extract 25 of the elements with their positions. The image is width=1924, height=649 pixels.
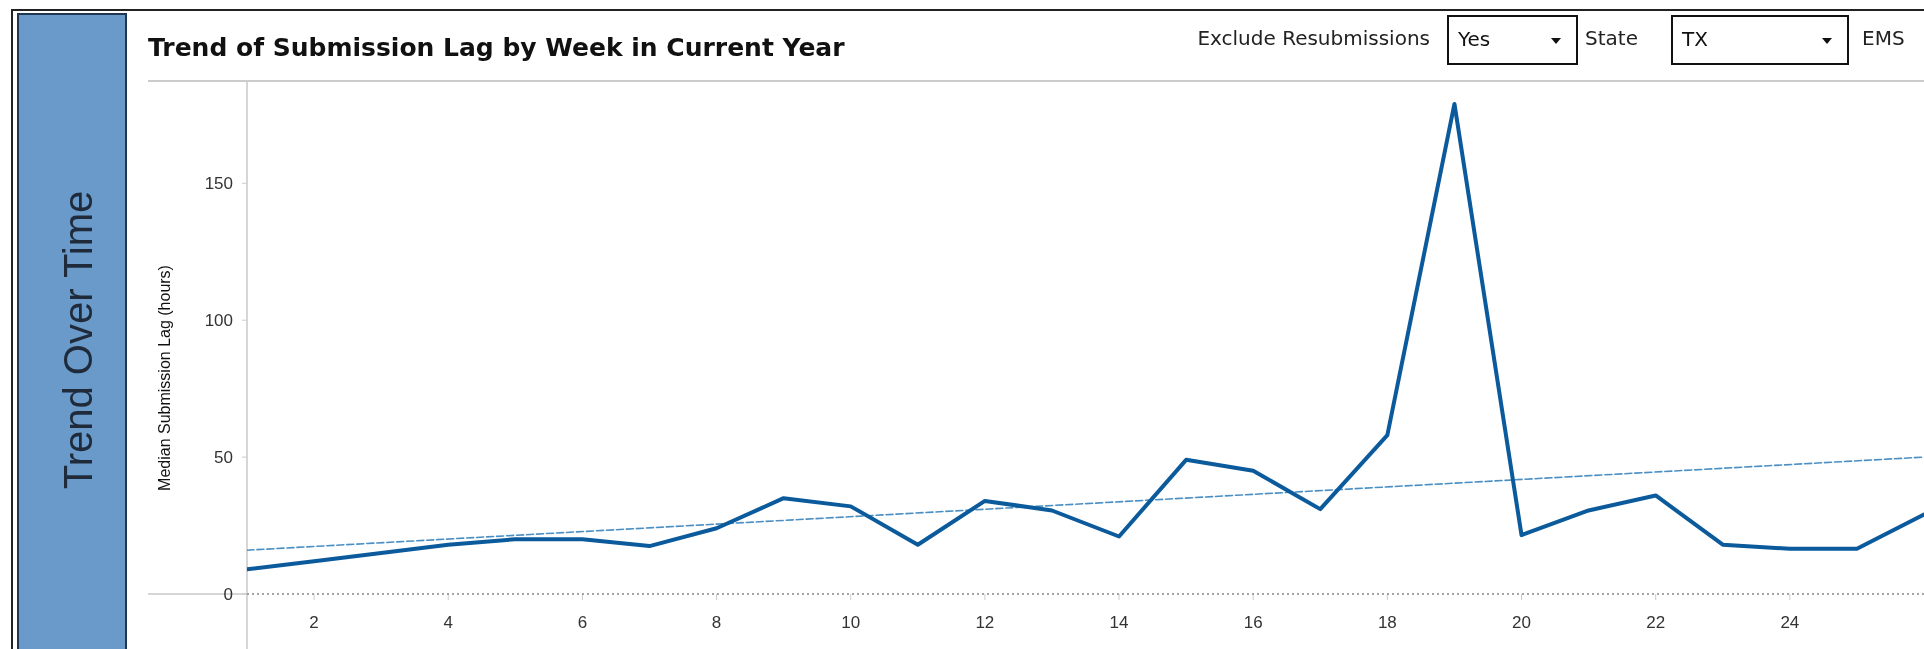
line-series: [247, 101, 1924, 572]
x-tick-label: 24: [1780, 613, 1800, 632]
x-tick-label: 12: [975, 613, 995, 632]
y-tick-label: 50: [214, 448, 233, 468]
x-tick-label: 18: [1377, 613, 1397, 632]
x-tick-label: 6: [577, 613, 588, 632]
x-tick-label: 20: [1512, 613, 1531, 632]
x-tick-label: 22: [1646, 613, 1666, 632]
y-axis-title: Median Submission Lag (hours): [156, 265, 173, 491]
dropdown: TX: [1671, 15, 1849, 65]
text: EMS: [1862, 26, 1905, 50]
y-tick-label: 150: [204, 174, 233, 194]
x-tick-label: 2: [309, 613, 319, 632]
x-tick-label: 16: [1243, 613, 1263, 632]
dropdown: Yes: [1447, 15, 1578, 65]
x-tick-label: 8: [711, 613, 722, 632]
y-tick-label: 0: [223, 584, 233, 604]
x-tick-label: 14: [1109, 613, 1129, 632]
x-tick-label: 4: [443, 613, 453, 632]
y-tick-label: 100: [204, 311, 233, 331]
text: State: [1585, 26, 1638, 50]
text: Trend Over Time: [56, 190, 100, 490]
chart-title: Trend of Submission Lag by Week in Current Year: [148, 33, 846, 62]
x-tick-label: 10: [841, 613, 861, 632]
text: Exclude Resubmissions: [1197, 26, 1430, 50]
